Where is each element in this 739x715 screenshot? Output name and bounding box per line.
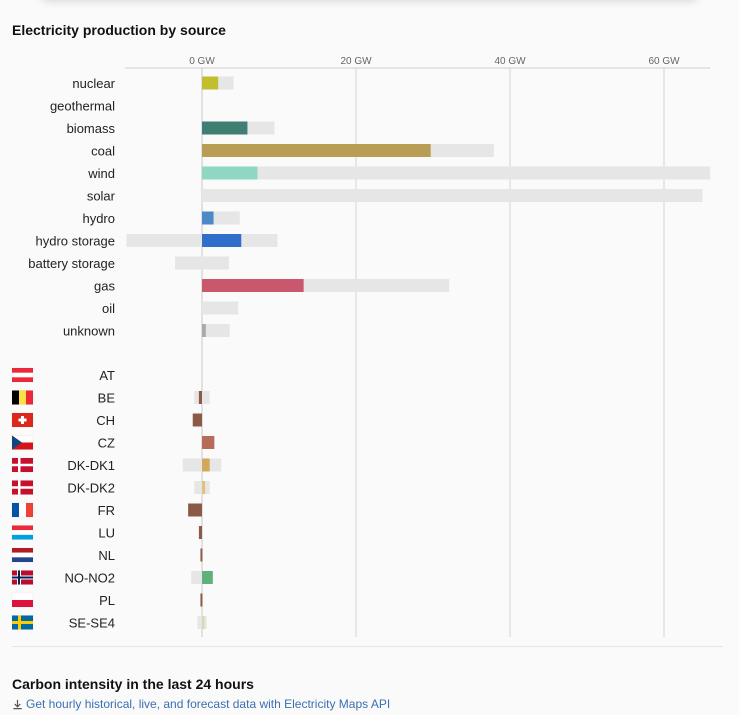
download-icon — [13, 699, 22, 709]
value-bar — [202, 458, 210, 472]
capacity-bar — [202, 324, 230, 337]
flag-no-icon — [11, 570, 34, 585]
exchange-row[interactable]: PL — [11, 592, 203, 608]
row-label: DK-DK1 — [67, 458, 115, 473]
row-label: oil — [102, 301, 115, 316]
section-divider — [12, 646, 723, 647]
capacity-bar — [175, 256, 229, 270]
row-label: biomass — [67, 121, 116, 136]
value-bar — [188, 503, 202, 517]
row-label: gas — [94, 279, 115, 294]
flag-at-icon — [11, 367, 34, 383]
value-bar — [202, 571, 213, 584]
x-tick-label: 20 GW — [340, 56, 372, 67]
flag-dk-icon — [11, 457, 34, 473]
value-bar — [202, 279, 304, 292]
flag-dk-icon — [11, 480, 34, 495]
value-bar — [202, 324, 206, 337]
value-bar — [202, 234, 242, 247]
value-bar — [202, 166, 258, 180]
row-label: LU — [98, 526, 115, 541]
exchange-row[interactable]: SE-SE4 — [11, 615, 207, 631]
flag-cz-icon — [11, 435, 34, 450]
value-bar — [192, 413, 202, 427]
row-label: solar — [87, 189, 116, 204]
flag-pl-icon — [11, 592, 34, 608]
x-tick-label: 0 GW — [189, 56, 215, 67]
row-label: hydro — [82, 211, 115, 226]
capacity-bar — [202, 301, 239, 315]
row-label: unknown — [63, 324, 115, 339]
source-row[interactable]: unknown — [63, 324, 230, 339]
capacity-bar — [202, 166, 711, 180]
api-link-label: Get hourly historical, live, and forecas… — [26, 697, 391, 711]
source-row[interactable]: battery storage — [28, 256, 229, 271]
row-label: battery storage — [28, 256, 115, 271]
source-row[interactable]: oil — [102, 301, 239, 316]
row-label: NL — [98, 548, 115, 563]
value-bar — [200, 593, 203, 607]
x-tick-label: 60 GW — [648, 56, 680, 67]
exchange-row[interactable]: DK-DK2 — [11, 480, 210, 496]
source-row[interactable]: nuclear — [72, 76, 234, 91]
row-label: nuclear — [72, 76, 115, 91]
flag-nl-icon — [11, 547, 34, 563]
value-bar — [202, 76, 219, 90]
row-label: geothermal — [50, 99, 115, 114]
row-label: SE-SE4 — [69, 616, 115, 631]
carbon-intensity-title: Carbon intensity in the last 24 hours — [12, 676, 254, 692]
exchange-row[interactable]: CZ — [11, 435, 215, 451]
row-label: CZ — [98, 436, 115, 451]
flag-be-icon — [11, 390, 34, 405]
source-row[interactable]: biomass — [67, 121, 275, 136]
source-row[interactable]: gas — [94, 279, 450, 294]
row-label: NO-NO2 — [64, 571, 115, 586]
exchange-row[interactable]: NL — [11, 547, 203, 563]
exchange-row[interactable]: FR — [11, 502, 202, 518]
value-bar — [200, 548, 203, 562]
row-label: FR — [98, 503, 115, 518]
flag-fr-icon — [11, 502, 34, 518]
exchange-row[interactable]: NO-NO2 — [11, 570, 213, 586]
api-link[interactable]: Get hourly historical, live, and forecas… — [12, 697, 390, 711]
value-bar — [202, 121, 248, 135]
value-bar — [202, 436, 215, 449]
row-label: hydro storage — [36, 234, 116, 249]
source-row[interactable]: geothermal — [50, 99, 115, 114]
source-row[interactable]: hydro — [82, 211, 240, 226]
row-label: AT — [99, 368, 115, 383]
row-label: DK-DK2 — [67, 481, 115, 496]
exchange-row[interactable]: DK-DK1 — [11, 457, 222, 473]
value-bar — [202, 211, 214, 225]
row-label: BE — [98, 391, 116, 406]
value-bar — [198, 526, 202, 539]
capacity-bar — [202, 189, 703, 202]
source-row[interactable]: hydro storage — [36, 234, 278, 249]
source-row[interactable]: coal — [91, 144, 494, 159]
value-bar — [198, 391, 202, 404]
source-row[interactable]: solar — [87, 189, 703, 204]
row-label: PL — [99, 593, 115, 608]
value-bar — [202, 481, 206, 494]
value-bar — [202, 616, 205, 629]
exchange-row[interactable]: LU — [11, 525, 202, 541]
production-chart: 0 GW 20 GW 40 GW 60 GW nuclear geothermal biom… — [11, 56, 711, 637]
flag-lu-icon — [11, 525, 34, 540]
x-tick-label: 40 GW — [494, 56, 526, 67]
source-row[interactable]: wind — [87, 166, 711, 181]
chart-title: Electricity production by source — [12, 22, 226, 38]
row-label: wind — [87, 166, 115, 181]
exchange-row[interactable]: BE — [11, 390, 210, 406]
flag-ch-icon — [11, 412, 34, 428]
value-bar — [202, 144, 431, 157]
row-label: coal — [91, 144, 115, 159]
row-label: CH — [96, 413, 115, 428]
flag-se-icon — [11, 615, 34, 630]
exchange-row[interactable]: AT — [11, 367, 115, 383]
exchange-row[interactable]: CH — [11, 412, 202, 428]
